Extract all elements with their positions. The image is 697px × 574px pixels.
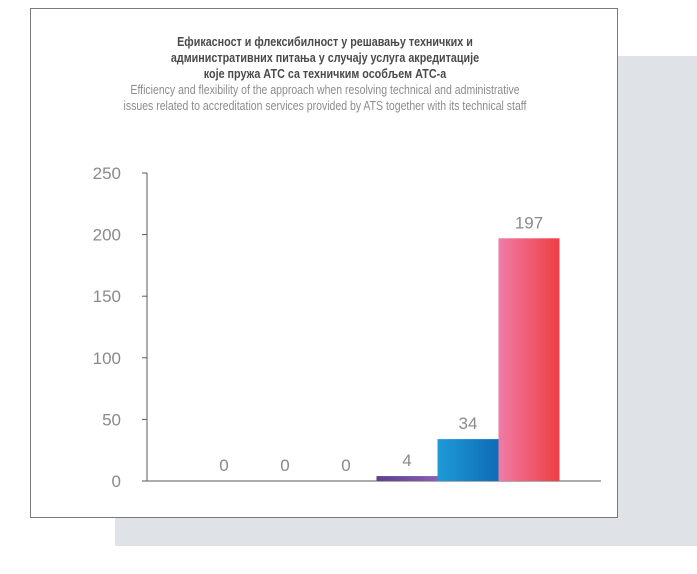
- chart-title-line-1: Ефикасност и флексибилност у решавању те…: [177, 35, 473, 49]
- y-tick-label: 150: [93, 287, 121, 306]
- chart-title-block: Ефикасност и флексибилност у решавању те…: [31, 34, 619, 114]
- bar: [376, 476, 438, 481]
- y-tick-label: 50: [102, 410, 121, 429]
- bar-value-label: 0: [219, 456, 228, 475]
- bar-chart: 0 50 100 150 200 250 0 0 0 4 34 197: [93, 164, 601, 491]
- y-tick-label: 0: [112, 472, 121, 491]
- bars: [376, 238, 560, 481]
- chart-subtitle-line-2: issues related to accreditation services…: [123, 99, 527, 113]
- y-tick-label: 200: [93, 226, 121, 245]
- bar-value-label: 34: [459, 414, 478, 433]
- bar-value-label: 4: [402, 451, 411, 470]
- y-tick-label: 100: [93, 349, 121, 368]
- chart-title-line-2: административних питања у случају услуга…: [170, 51, 480, 65]
- bar: [498, 238, 560, 481]
- bar-value-label: 197: [515, 213, 543, 232]
- bar-value-label: 0: [280, 456, 289, 475]
- y-tick-label: 250: [93, 164, 121, 183]
- chart-subtitle-line-1: Efficiency and flexibility of the approa…: [130, 83, 520, 97]
- chart-title-line-3: које пружа АТС са техничким особљем АТС-…: [203, 67, 447, 81]
- bar-value-label: 0: [341, 456, 350, 475]
- bar: [437, 439, 499, 481]
- y-axis: 0 50 100 150 200 250: [93, 164, 148, 491]
- data-labels: 0 0 0 4 34 197: [219, 213, 543, 475]
- chart-card: Ефикасност и флексибилност у решавању те…: [30, 8, 618, 518]
